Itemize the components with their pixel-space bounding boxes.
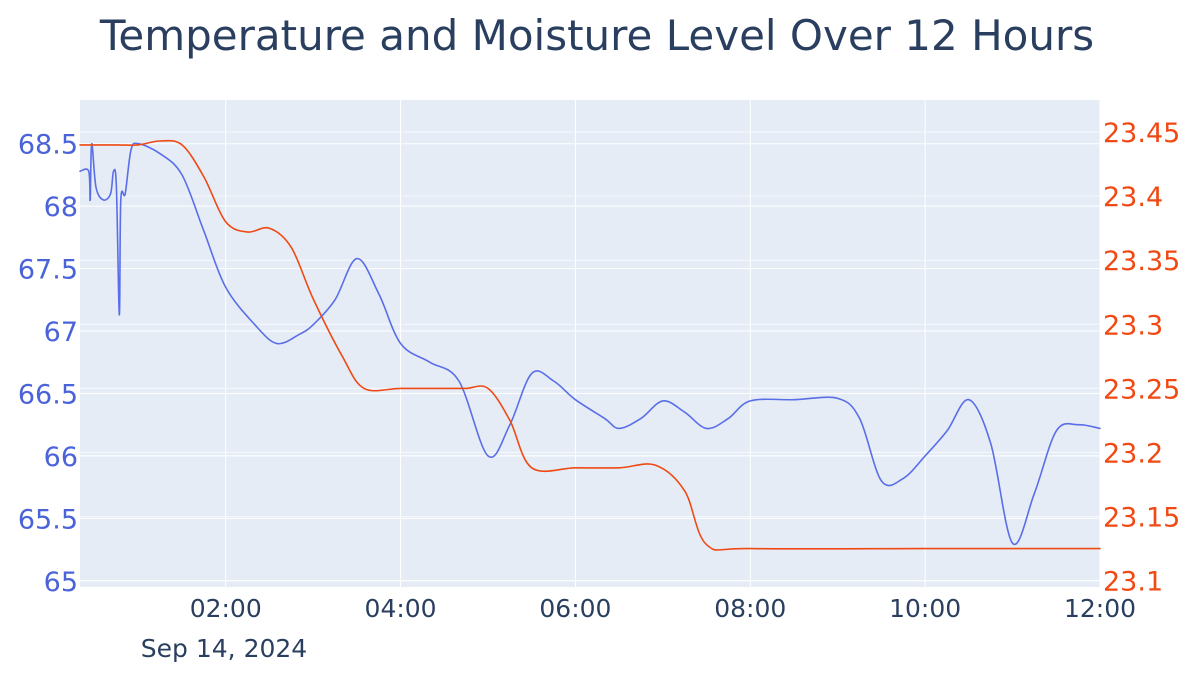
left-tick-label: 65	[44, 567, 78, 598]
right-tick-label: 23.45	[1103, 118, 1180, 149]
right-tick-label: 23.3	[1103, 310, 1163, 341]
right-axis-tick-labels: 23.1 23.15 23.2 23.25 23.3 23.35 23.4 23.45	[1103, 118, 1180, 598]
x-tick-label: 12:00	[1064, 594, 1136, 623]
right-tick-label: 23.4	[1103, 182, 1163, 213]
left-tick-label: 66.5	[18, 379, 78, 410]
x-tick-label: 04:00	[365, 594, 437, 623]
x-tick-label: 08:00	[714, 594, 786, 623]
left-axis-tick-labels: 65 65.5 66 66.5 67 67.5 68 68.5	[18, 130, 78, 598]
left-tick-label: 65.5	[18, 504, 78, 535]
x-axis-tick-labels: 02:00 04:00 06:00 08:00 10:00 12:00	[190, 594, 1136, 623]
chart-title: Temperature and Moisture Level Over 12 H…	[99, 11, 1094, 60]
x-axis-date-label: Sep 14, 2024	[141, 634, 307, 663]
series-line-left-axis	[79, 142, 1101, 546]
series-layer	[79, 139, 1101, 551]
left-tick-label: 66	[44, 442, 78, 473]
x-tick-label: 06:00	[539, 594, 611, 623]
left-tick-label: 68	[44, 192, 78, 223]
right-tick-label: 23.15	[1103, 503, 1180, 534]
right-tick-label: 23.1	[1103, 567, 1163, 598]
left-tick-label: 67.5	[18, 255, 78, 286]
left-tick-label: 67	[44, 317, 78, 348]
right-tick-label: 23.25	[1103, 374, 1180, 405]
plot-area	[80, 100, 1100, 587]
left-tick-label: 68.5	[18, 130, 78, 161]
right-tick-label: 23.2	[1103, 438, 1163, 469]
series-line-right-axis	[79, 139, 1101, 551]
right-tick-label: 23.35	[1103, 246, 1180, 277]
x-tick-label: 10:00	[889, 594, 961, 623]
x-tick-label: 02:00	[190, 594, 262, 623]
